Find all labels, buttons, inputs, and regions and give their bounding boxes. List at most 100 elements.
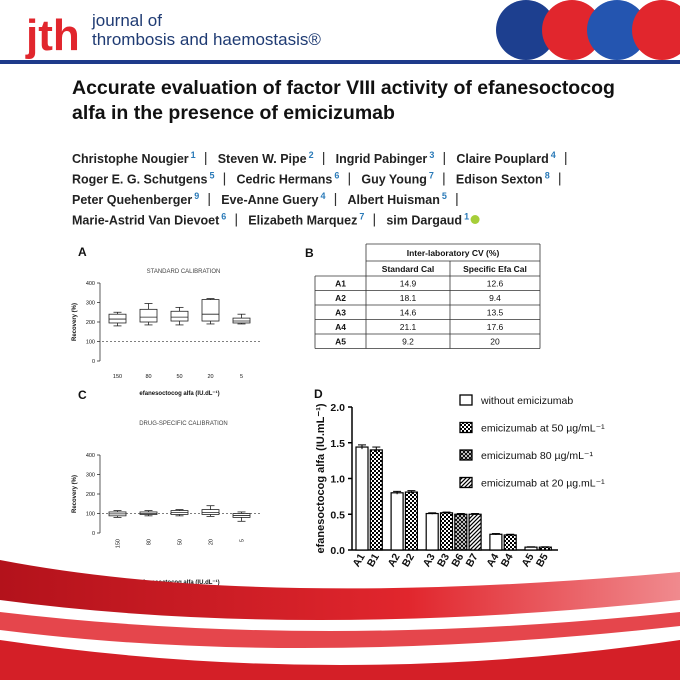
y-tick-label: 300	[86, 301, 95, 307]
x-tick-label: B4	[499, 551, 516, 569]
header-circles	[496, 0, 680, 60]
bar	[524, 546, 538, 551]
table-cell: 20	[490, 337, 500, 347]
author: Guy Young 7	[361, 171, 434, 187]
author-name: Guy Young	[361, 173, 427, 187]
y-tick-label: 200	[86, 492, 95, 498]
author-name: Edison Sexton	[456, 173, 543, 187]
author-name: Roger E. G. Schutgens	[72, 173, 207, 187]
legend-swatch	[459, 421, 473, 434]
author-affiliation: 6	[334, 171, 339, 181]
author-name: Ingrid Pabinger	[336, 152, 428, 166]
author: sim Dargaud 1	[386, 212, 469, 228]
box	[139, 308, 158, 323]
bar	[404, 491, 418, 551]
author-name: Marie-Astrid Van Dievoet	[72, 214, 220, 228]
journal-name: journal of	[91, 11, 162, 30]
x-tick-label: B1	[365, 551, 382, 569]
table-cell: 18.1	[400, 293, 417, 303]
table-cell: 17.6	[487, 322, 504, 332]
author-name: Steven W. Pipe	[218, 152, 307, 166]
author-affiliation: 7	[359, 212, 364, 222]
x-tick-label: A2	[386, 551, 403, 569]
box	[232, 317, 251, 324]
y-tick-label: 100	[86, 340, 95, 346]
table-header: Inter-laboratory CV (%)	[407, 248, 500, 258]
row-header: A4	[335, 322, 346, 332]
x-tick-label: B2	[400, 551, 417, 569]
legend-swatch	[459, 449, 473, 461]
x-tick-label: A4	[484, 551, 501, 569]
author-affiliation: 7	[429, 171, 434, 181]
x-tick-label: B6	[449, 551, 466, 569]
box	[201, 299, 220, 322]
x-tick-label: A5	[519, 551, 536, 569]
bar	[355, 446, 369, 551]
table-cell: 14.6	[400, 308, 417, 318]
author-affiliation: 9	[194, 191, 199, 201]
header-rule	[0, 60, 680, 64]
author-name: Christophe Nougier	[72, 152, 189, 166]
author-name: Cedric Hermans	[236, 173, 332, 187]
y-tick-label: 0.5	[330, 509, 345, 521]
orcid-icon	[470, 215, 480, 224]
y-axis-label: efanesoctocog alfa (IU.mL⁻¹)	[315, 403, 327, 553]
table-cell: 21.1	[400, 322, 417, 332]
x-tick-label: 80	[145, 374, 151, 380]
bar	[425, 512, 439, 551]
cv-table: B Inter-laboratory CV (%) Standard Cal Spec…	[305, 243, 541, 349]
chart-title: DRUG-SPECIFIC CALIBRATION	[139, 421, 228, 427]
row-header: A3	[335, 308, 346, 318]
author: Steven W. Pipe 2	[218, 150, 314, 166]
author: Eve-Anne Guery 4	[221, 191, 325, 207]
author-name: Elizabeth Marquez	[248, 214, 357, 228]
x-axis-label: efanesoctocog alfa (IU.dL⁻¹)	[139, 390, 219, 397]
legend-swatch	[459, 476, 473, 489]
author-affiliation: 4	[551, 150, 556, 160]
author-affiliation: 4	[320, 191, 325, 201]
bar	[489, 533, 503, 551]
x-tick-label: B5	[534, 551, 551, 569]
panel-label: B	[305, 246, 314, 260]
x-tick-label: A1	[350, 551, 367, 569]
row-header: A5	[335, 337, 346, 347]
author: Albert Huisman 5	[347, 191, 446, 207]
author-affiliation: 5	[209, 171, 214, 181]
author-affiliation: 1	[464, 212, 469, 222]
author-affiliation: 8	[545, 171, 550, 181]
bar	[390, 492, 404, 551]
bar	[454, 513, 468, 551]
author-list: Christophe Nougier 1 Steven W. Pipe 2 Ingrid…	[72, 150, 567, 228]
row-header: A1	[335, 279, 346, 289]
x-tick-label: 50	[176, 374, 182, 380]
x-tick-label: B3	[435, 551, 452, 569]
x-tick-label: B7	[464, 551, 481, 569]
panel-label: A	[78, 245, 87, 259]
table-cell: 9.2	[402, 337, 414, 347]
author-affiliation: 2	[309, 150, 314, 160]
journal-name: thrombosis and haemostasis®	[92, 30, 321, 49]
author: Peter Quehenberger 9	[72, 191, 199, 207]
x-tick-label: 80	[147, 539, 153, 545]
box	[108, 313, 127, 324]
box	[201, 509, 220, 515]
y-tick-label: 100	[86, 512, 95, 518]
table-cell: 13.5	[487, 308, 504, 318]
y-tick-label: 400	[86, 281, 95, 287]
table-cell: 14.9	[400, 279, 417, 289]
author-name: sim Dargaud	[386, 214, 462, 228]
y-tick-label: 1.5	[330, 438, 345, 450]
y-tick-label: 2.0	[330, 402, 345, 414]
x-tick-label: 5	[240, 539, 246, 542]
author-affiliation: 3	[429, 150, 434, 160]
x-tick-label: 20	[209, 539, 215, 545]
y-tick-label: 200	[86, 320, 95, 326]
bar	[538, 546, 552, 551]
bottom-swoosh	[0, 560, 680, 680]
author: Edison Sexton 8	[456, 171, 550, 187]
bar	[503, 534, 517, 551]
table-cell: 12.6	[487, 279, 504, 289]
y-tick-label: 1.0	[330, 474, 345, 486]
